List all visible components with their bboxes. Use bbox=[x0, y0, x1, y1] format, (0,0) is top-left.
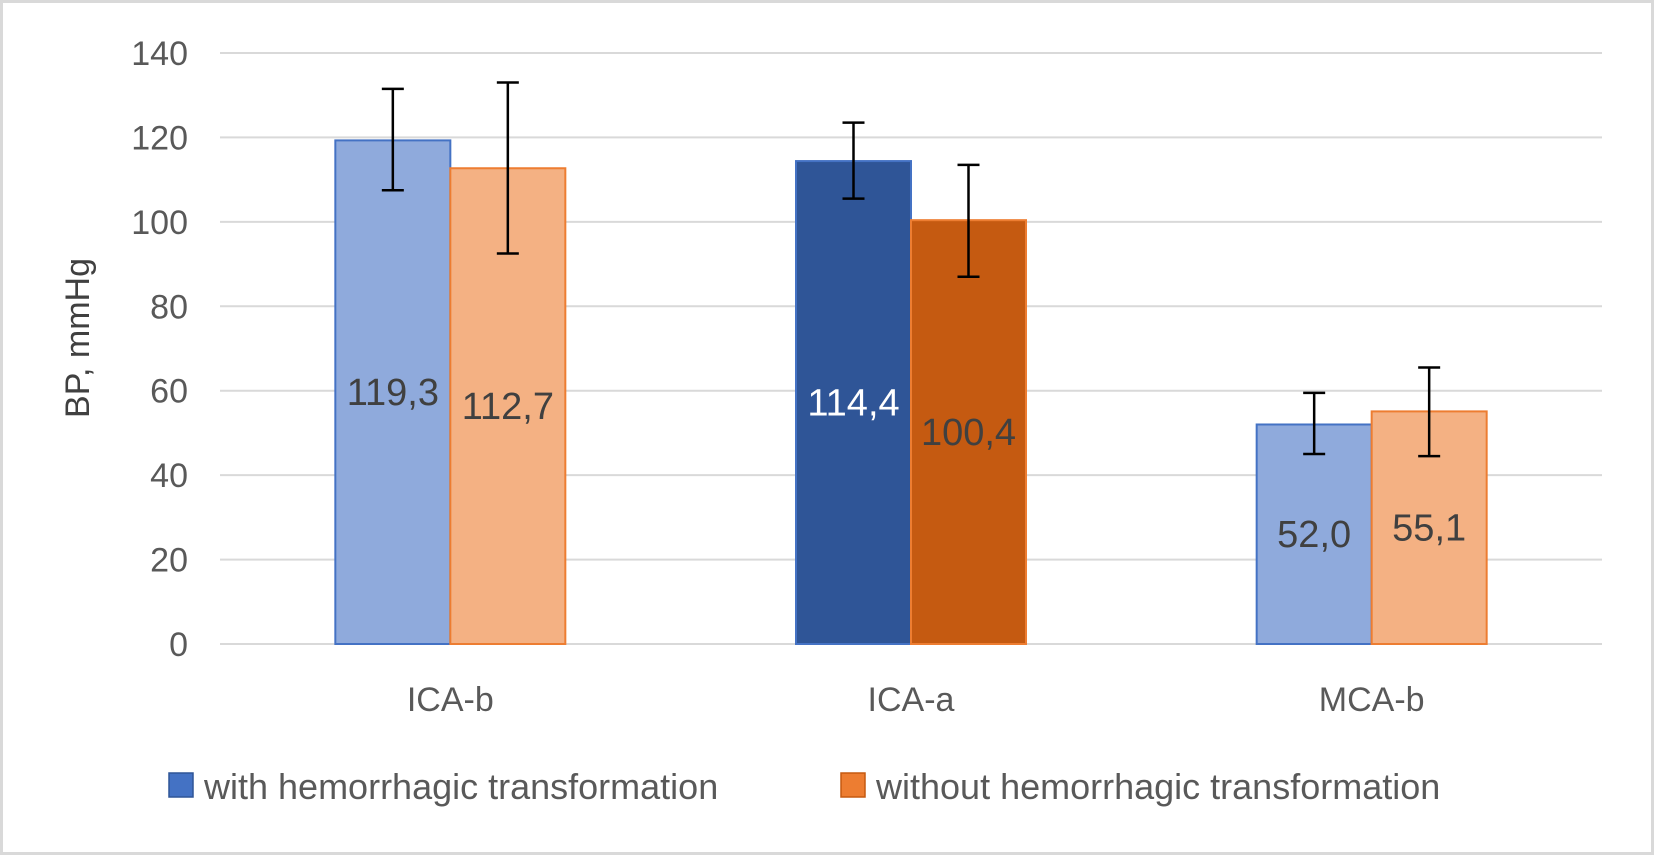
legend-swatch-without bbox=[840, 772, 866, 798]
bar-ICA-b-with bbox=[334, 139, 452, 645]
y-tick-label: 60 bbox=[150, 373, 188, 411]
x-category-label: ICA-a bbox=[868, 681, 955, 719]
y-axis-title: BP, mmHg bbox=[59, 258, 97, 418]
error-bar-MCA-b-with bbox=[1303, 391, 1326, 456]
x-category-label: ICA-b bbox=[407, 681, 494, 719]
y-tick-label: 140 bbox=[131, 35, 188, 73]
error-bar-ICA-b-with bbox=[381, 87, 404, 192]
y-tick-label: 20 bbox=[150, 542, 188, 580]
bar-ICA-a-with bbox=[795, 160, 912, 645]
data-label-ICA-b-without: 112,7 bbox=[462, 386, 554, 428]
data-label-MCA-b-with: 52,0 bbox=[1277, 514, 1351, 556]
data-label-MCA-b-without: 55,1 bbox=[1392, 508, 1466, 550]
x-axis-categories: ICA-b ICA-a MCA-b bbox=[407, 681, 1425, 719]
data-label-ICA-a-with: 114,4 bbox=[807, 383, 899, 425]
error-bar-ICA-b-without bbox=[496, 81, 519, 255]
legend-label-with: with hemorrhagic transformation bbox=[203, 766, 718, 807]
y-axis-ticks: 0 20 40 60 80 100 120 140 bbox=[131, 35, 188, 664]
y-tick-label: 120 bbox=[131, 119, 188, 157]
error-bar-MCA-b-without bbox=[1418, 366, 1441, 458]
data-label-ICA-a-without: 100,4 bbox=[921, 412, 1016, 454]
data-label-ICA-b-with: 119,3 bbox=[347, 372, 439, 414]
legend: with hemorrhagic transformation without … bbox=[168, 766, 1440, 807]
bar-ICA-a-without bbox=[910, 219, 1027, 645]
y-tick-label: 80 bbox=[150, 288, 188, 326]
data-labels: 119,3 112,7 114,4 100,4 52,0 55,1 bbox=[347, 372, 1466, 556]
error-bar-ICA-a-without bbox=[957, 163, 980, 278]
error-bar-ICA-a-with bbox=[842, 121, 865, 200]
y-tick-label: 40 bbox=[150, 457, 188, 495]
x-category-label: MCA-b bbox=[1319, 681, 1425, 719]
y-tick-label: 100 bbox=[131, 204, 188, 242]
y-tick-label: 0 bbox=[169, 626, 188, 664]
legend-label-without: without hemorrhagic transformation bbox=[875, 766, 1440, 807]
legend-swatch-with bbox=[168, 772, 194, 798]
error-bars bbox=[381, 81, 1441, 458]
